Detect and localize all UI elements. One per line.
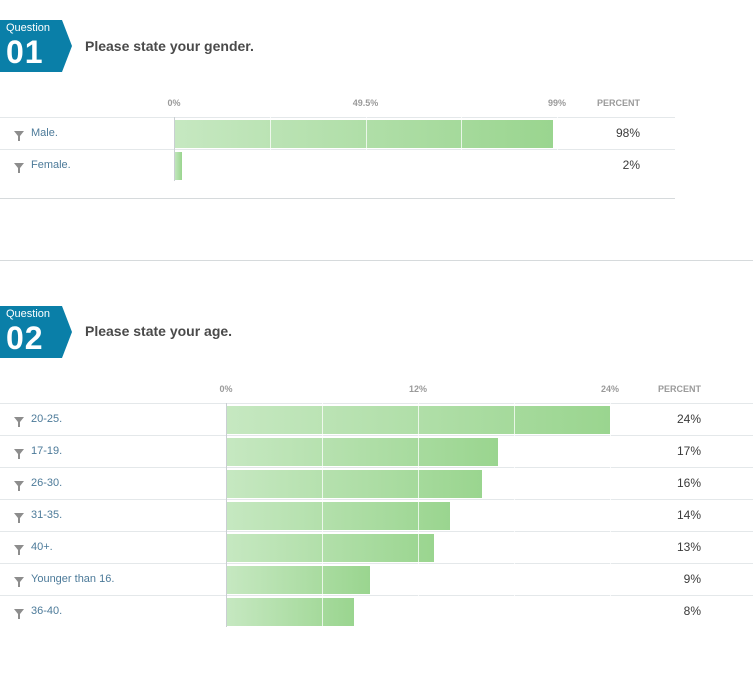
filter-icon[interactable] — [14, 510, 24, 523]
value-label: 98% — [615, 126, 640, 140]
bar — [174, 120, 554, 148]
value-label: 16% — [676, 476, 701, 490]
filter-icon[interactable] — [14, 542, 24, 555]
value-label: 14% — [676, 508, 701, 522]
axis-tick-label: 0% — [167, 98, 181, 108]
bar — [226, 438, 498, 466]
question-badge: Question 01 — [0, 20, 72, 72]
category-label[interactable]: 17-19. — [31, 445, 63, 457]
value-label: 24% — [676, 412, 701, 426]
table-row: 40+. 13% — [0, 531, 753, 564]
table-row: 17-19. 17% — [0, 435, 753, 468]
value-label: 13% — [676, 540, 701, 554]
category-label[interactable]: 36-40. — [31, 605, 63, 617]
section-divider — [0, 260, 753, 261]
percent-header: PERCENT — [597, 98, 641, 108]
gridline — [610, 403, 611, 627]
gridline — [322, 403, 323, 627]
table-row: Younger than 16. 9% — [0, 563, 753, 596]
filter-icon[interactable] — [14, 478, 24, 491]
gridline — [226, 403, 227, 627]
table-row: 20-25. 24% — [0, 403, 753, 436]
question-section-01: Question 01 Please state your gender. 0%… — [0, 0, 753, 260]
gridline — [461, 117, 463, 181]
category-label[interactable]: 26-30. — [31, 477, 63, 489]
badge-shape — [0, 20, 72, 72]
value-label: 9% — [683, 572, 701, 586]
bar — [174, 152, 182, 180]
bar — [226, 566, 370, 594]
table-row: 26-30. 16% — [0, 467, 753, 500]
category-label[interactable]: 20-25. — [31, 413, 63, 425]
category-label[interactable]: 40+. — [31, 541, 53, 553]
axis-tick-label: 99% — [547, 98, 567, 108]
question-text: Please state your age. — [85, 323, 233, 339]
value-label: 17% — [676, 444, 701, 458]
question-badge: Question 02 — [0, 306, 72, 358]
badge-shape — [0, 306, 72, 358]
value-label: 2% — [622, 158, 640, 172]
question-label: Question — [6, 308, 51, 320]
gridline — [365, 117, 367, 181]
percent-header: PERCENT — [658, 384, 702, 394]
bar — [226, 534, 434, 562]
bar — [226, 598, 354, 626]
axis-tick-label: 0% — [219, 384, 233, 394]
filter-icon[interactable] — [14, 606, 24, 619]
question-text: Please state your gender. — [85, 38, 254, 54]
filter-icon[interactable] — [14, 128, 24, 141]
axis-ticks: 0% 12% 24% — [0, 384, 753, 396]
axis-tick-label: 24% — [600, 384, 620, 394]
table-row: 31-35. 14% — [0, 499, 753, 532]
question-number: 01 — [6, 34, 44, 70]
table-bottom-border — [0, 198, 675, 199]
axis-tick-label: 49.5% — [352, 98, 379, 108]
filter-icon[interactable] — [14, 446, 24, 459]
gridline — [557, 117, 558, 181]
category-label[interactable]: 31-35. — [31, 509, 63, 521]
question-number: 02 — [6, 320, 44, 356]
question-label: Question — [6, 22, 51, 34]
filter-icon[interactable] — [14, 574, 24, 587]
bar — [226, 470, 482, 498]
axis-ticks: 0% 49.5% 99% — [0, 98, 753, 110]
table-row: 36-40. 8% — [0, 595, 753, 628]
axis-tick-label: 12% — [408, 384, 428, 394]
filter-icon[interactable] — [14, 414, 24, 427]
table-row: Male. 98% — [0, 117, 675, 150]
filter-icon[interactable] — [14, 160, 24, 173]
category-label[interactable]: Male. — [31, 127, 58, 139]
table-row: Female. 2% — [0, 149, 675, 182]
value-label: 8% — [683, 604, 701, 618]
bar — [226, 502, 450, 530]
gridline — [418, 403, 419, 627]
category-label[interactable]: Younger than 16. — [31, 573, 115, 585]
category-label[interactable]: Female. — [31, 159, 71, 171]
gridline — [174, 117, 175, 181]
gridline — [514, 403, 515, 627]
gridline — [269, 117, 271, 181]
